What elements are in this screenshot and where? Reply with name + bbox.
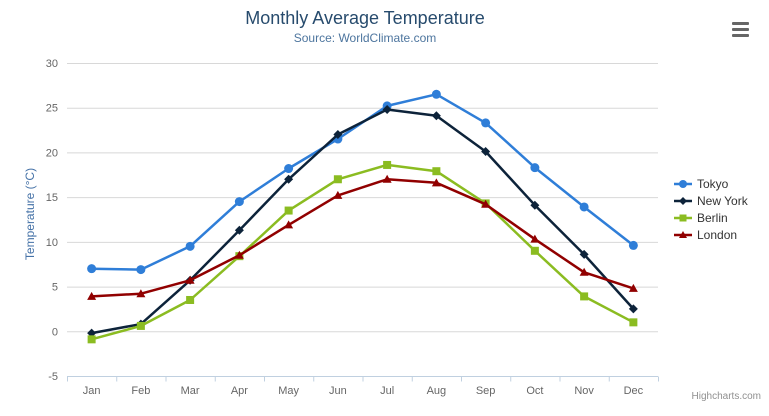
svg-text:-5: -5 (48, 371, 58, 383)
svg-text:Dec: Dec (624, 385, 644, 397)
point-tokyo-nov[interactable] (579, 202, 589, 212)
legend-item-new-york[interactable]: New York (674, 192, 748, 209)
point-tokyo-feb[interactable] (136, 265, 146, 275)
svg-text:Feb: Feb (131, 385, 150, 397)
svg-text:Apr: Apr (231, 385, 248, 397)
y-gridlines (67, 63, 658, 333)
point-tokyo-aug[interactable] (431, 89, 441, 99)
point-tokyo-mar[interactable] (185, 241, 195, 251)
legend-marker-square-icon (674, 214, 692, 221)
point-london-may[interactable] (284, 220, 294, 229)
credits-link[interactable]: Highcharts.com (691, 391, 761, 402)
legend-marker-triangle-icon (674, 230, 692, 238)
point-london-aug[interactable] (431, 178, 441, 187)
legend-item-berlin[interactable]: Berlin (674, 209, 748, 226)
svg-text:Jan: Jan (83, 385, 101, 397)
point-new-york-may[interactable] (284, 174, 294, 184)
svg-text:Nov: Nov (574, 385, 594, 397)
point-berlin-feb[interactable] (136, 321, 145, 330)
point-london-feb[interactable] (136, 289, 146, 298)
x-axis-labels: Jan Feb Mar Apr May Jun Jul Aug Sep Oct Nov Dec (83, 385, 644, 397)
legend-marker-diamond-icon (674, 196, 692, 205)
legend-label: London (697, 227, 738, 242)
svg-text:5: 5 (52, 282, 58, 294)
point-tokyo-may[interactable] (284, 164, 294, 174)
svg-text:Oct: Oct (526, 385, 543, 397)
svg-text:Jun: Jun (329, 385, 347, 397)
svg-text:30: 30 (46, 58, 58, 70)
point-berlin-may[interactable] (284, 206, 293, 215)
point-new-york-sep[interactable] (481, 147, 491, 157)
series-tokyo[interactable] (87, 89, 638, 275)
point-berlin-jun[interactable] (333, 175, 342, 184)
point-new-york-nov[interactable] (579, 249, 589, 259)
series-london[interactable] (87, 174, 638, 300)
point-tokyo-sep[interactable] (481, 118, 491, 128)
point-london-nov[interactable] (579, 267, 589, 276)
legend-item-london[interactable]: London (674, 226, 748, 243)
point-tokyo-apr[interactable] (234, 197, 244, 207)
legend: Tokyo New York Berlin London (674, 175, 748, 243)
point-berlin-mar[interactable] (186, 295, 195, 304)
svg-text:15: 15 (46, 192, 58, 204)
legend-label: New York (697, 193, 748, 208)
point-london-oct[interactable] (530, 234, 540, 243)
x-axis (67, 376, 659, 382)
svg-text:Mar: Mar (181, 385, 200, 397)
chart-title: Monthly Average Temperature (245, 8, 485, 28)
point-new-york-dec[interactable] (628, 304, 638, 314)
point-london-jun[interactable] (333, 190, 343, 199)
svg-text:20: 20 (46, 147, 58, 159)
point-berlin-jul[interactable] (383, 160, 392, 169)
point-berlin-aug[interactable] (432, 167, 441, 176)
point-new-york-apr[interactable] (234, 225, 244, 235)
point-london-apr[interactable] (234, 250, 244, 259)
point-tokyo-dec[interactable] (628, 240, 638, 250)
point-berlin-oct[interactable] (530, 246, 539, 255)
point-london-jul[interactable] (382, 174, 392, 183)
svg-text:25: 25 (46, 103, 58, 115)
svg-text:May: May (278, 385, 299, 397)
svg-text:Sep: Sep (476, 385, 496, 397)
point-new-york-jan[interactable] (87, 328, 97, 338)
point-new-york-aug[interactable] (431, 111, 441, 121)
legend-item-tokyo[interactable]: Tokyo (674, 175, 748, 192)
svg-text:0: 0 (52, 326, 58, 338)
point-london-mar[interactable] (185, 275, 195, 284)
svg-text:10: 10 (46, 237, 58, 249)
point-london-dec[interactable] (628, 283, 638, 292)
chart-subtitle: Source: WorldClimate.com (293, 31, 437, 45)
hamburger-menu-icon[interactable] (730, 19, 752, 39)
point-berlin-dec[interactable] (629, 318, 638, 327)
point-new-york-jul[interactable] (382, 105, 392, 115)
point-london-jan[interactable] (87, 291, 97, 300)
svg-text:Aug: Aug (427, 385, 447, 397)
point-new-york-jun[interactable] (333, 130, 343, 140)
y-axis-labels: 30 25 20 15 10 5 0 -5 (46, 58, 58, 383)
legend-label: Berlin (697, 210, 728, 225)
point-tokyo-jan[interactable] (87, 264, 97, 274)
series-new-york[interactable] (87, 105, 638, 338)
point-berlin-jan[interactable] (87, 335, 96, 344)
point-new-york-oct[interactable] (530, 200, 540, 210)
point-berlin-nov[interactable] (580, 292, 589, 301)
point-london-sep[interactable] (481, 199, 491, 208)
point-tokyo-oct[interactable] (530, 163, 540, 173)
legend-label: Tokyo (697, 176, 729, 191)
svg-text:Jul: Jul (380, 385, 394, 397)
legend-marker-circle-icon (674, 179, 692, 188)
